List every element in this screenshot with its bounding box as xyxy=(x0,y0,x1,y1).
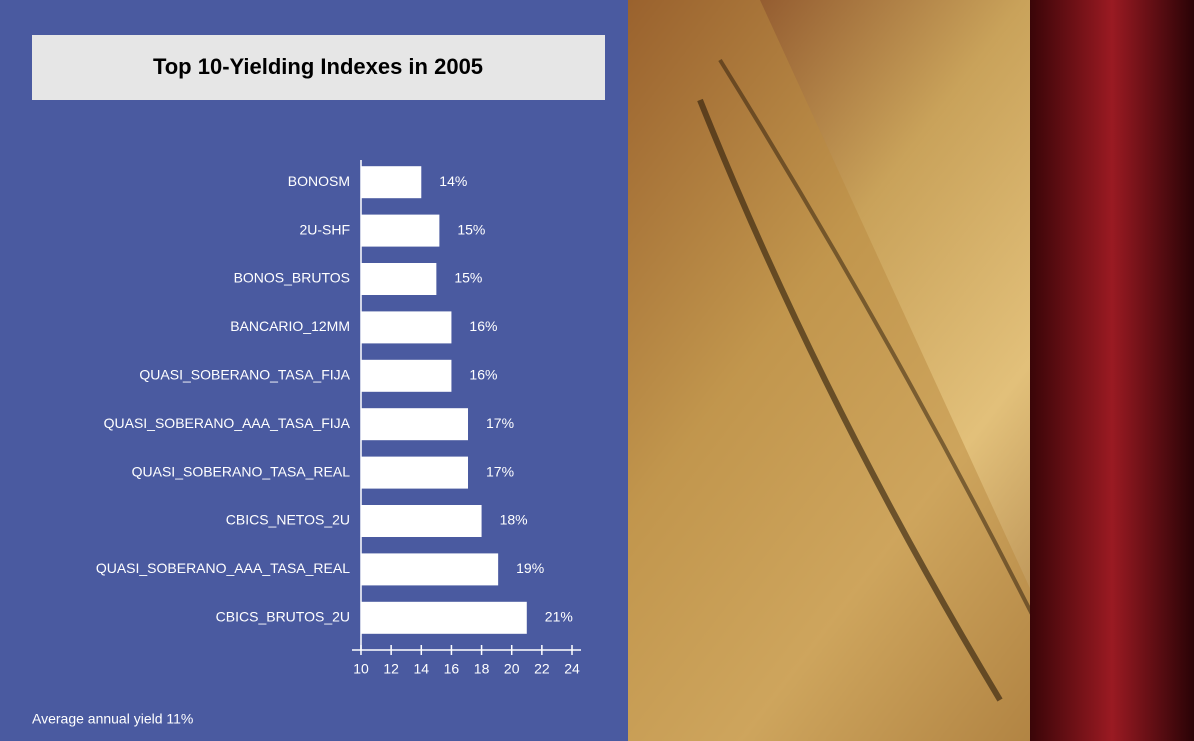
y-tick-label: QUASI_SOBERANO_TASA_FIJA xyxy=(139,367,350,383)
y-tick-label: QUASI_SOBERANO_AAA_TASA_FIJA xyxy=(104,415,351,431)
value-label: 16% xyxy=(469,318,497,334)
value-label: 15% xyxy=(457,221,485,237)
bar xyxy=(361,263,437,295)
y-tick-label: QUASI_SOBERANO_AAA_TASA_REAL xyxy=(96,560,350,576)
value-label: 19% xyxy=(516,560,544,576)
title-box xyxy=(32,35,605,100)
bar xyxy=(361,359,452,392)
value-label: 15% xyxy=(454,270,482,286)
chart-title: Top 10-Yielding Indexes in 2005 xyxy=(153,54,483,79)
x-tick-label: 10 xyxy=(353,661,369,677)
bar xyxy=(361,311,452,344)
bar xyxy=(361,214,440,247)
x-tick-label: 20 xyxy=(504,661,520,677)
x-tick-label: 16 xyxy=(444,661,460,677)
value-label: 17% xyxy=(486,415,514,431)
value-label: 21% xyxy=(545,609,573,625)
x-tick-label: 22 xyxy=(534,661,550,677)
y-tick-label: BONOS_BRUTOS xyxy=(234,270,350,286)
bar xyxy=(361,505,482,537)
bar xyxy=(361,166,422,199)
value-label: 17% xyxy=(486,463,514,479)
footnote: Average annual yield 11% xyxy=(32,711,193,727)
y-tick-label: BANCARIO_12MM xyxy=(230,318,350,334)
x-tick-label: 14 xyxy=(413,661,429,677)
y-tick-label: CBICS_BRUTOS_2U xyxy=(216,609,350,625)
value-label: 18% xyxy=(500,512,528,528)
y-tick-label: BONOSM xyxy=(288,173,350,189)
bar xyxy=(361,408,469,441)
y-tick-label: CBICS_NETOS_2U xyxy=(226,512,350,528)
x-tick-label: 24 xyxy=(564,661,580,677)
x-tick-label: 12 xyxy=(383,661,399,677)
value-label: 16% xyxy=(469,367,497,383)
x-tick-label: 18 xyxy=(474,661,490,677)
bar xyxy=(361,456,469,489)
y-tick-label: 2U-SHF xyxy=(299,221,350,237)
value-label: 14% xyxy=(439,173,467,189)
photo xyxy=(628,0,1194,741)
bar xyxy=(361,601,527,634)
bar xyxy=(361,553,499,586)
y-tick-label: QUASI_SOBERANO_TASA_REAL xyxy=(132,463,351,479)
